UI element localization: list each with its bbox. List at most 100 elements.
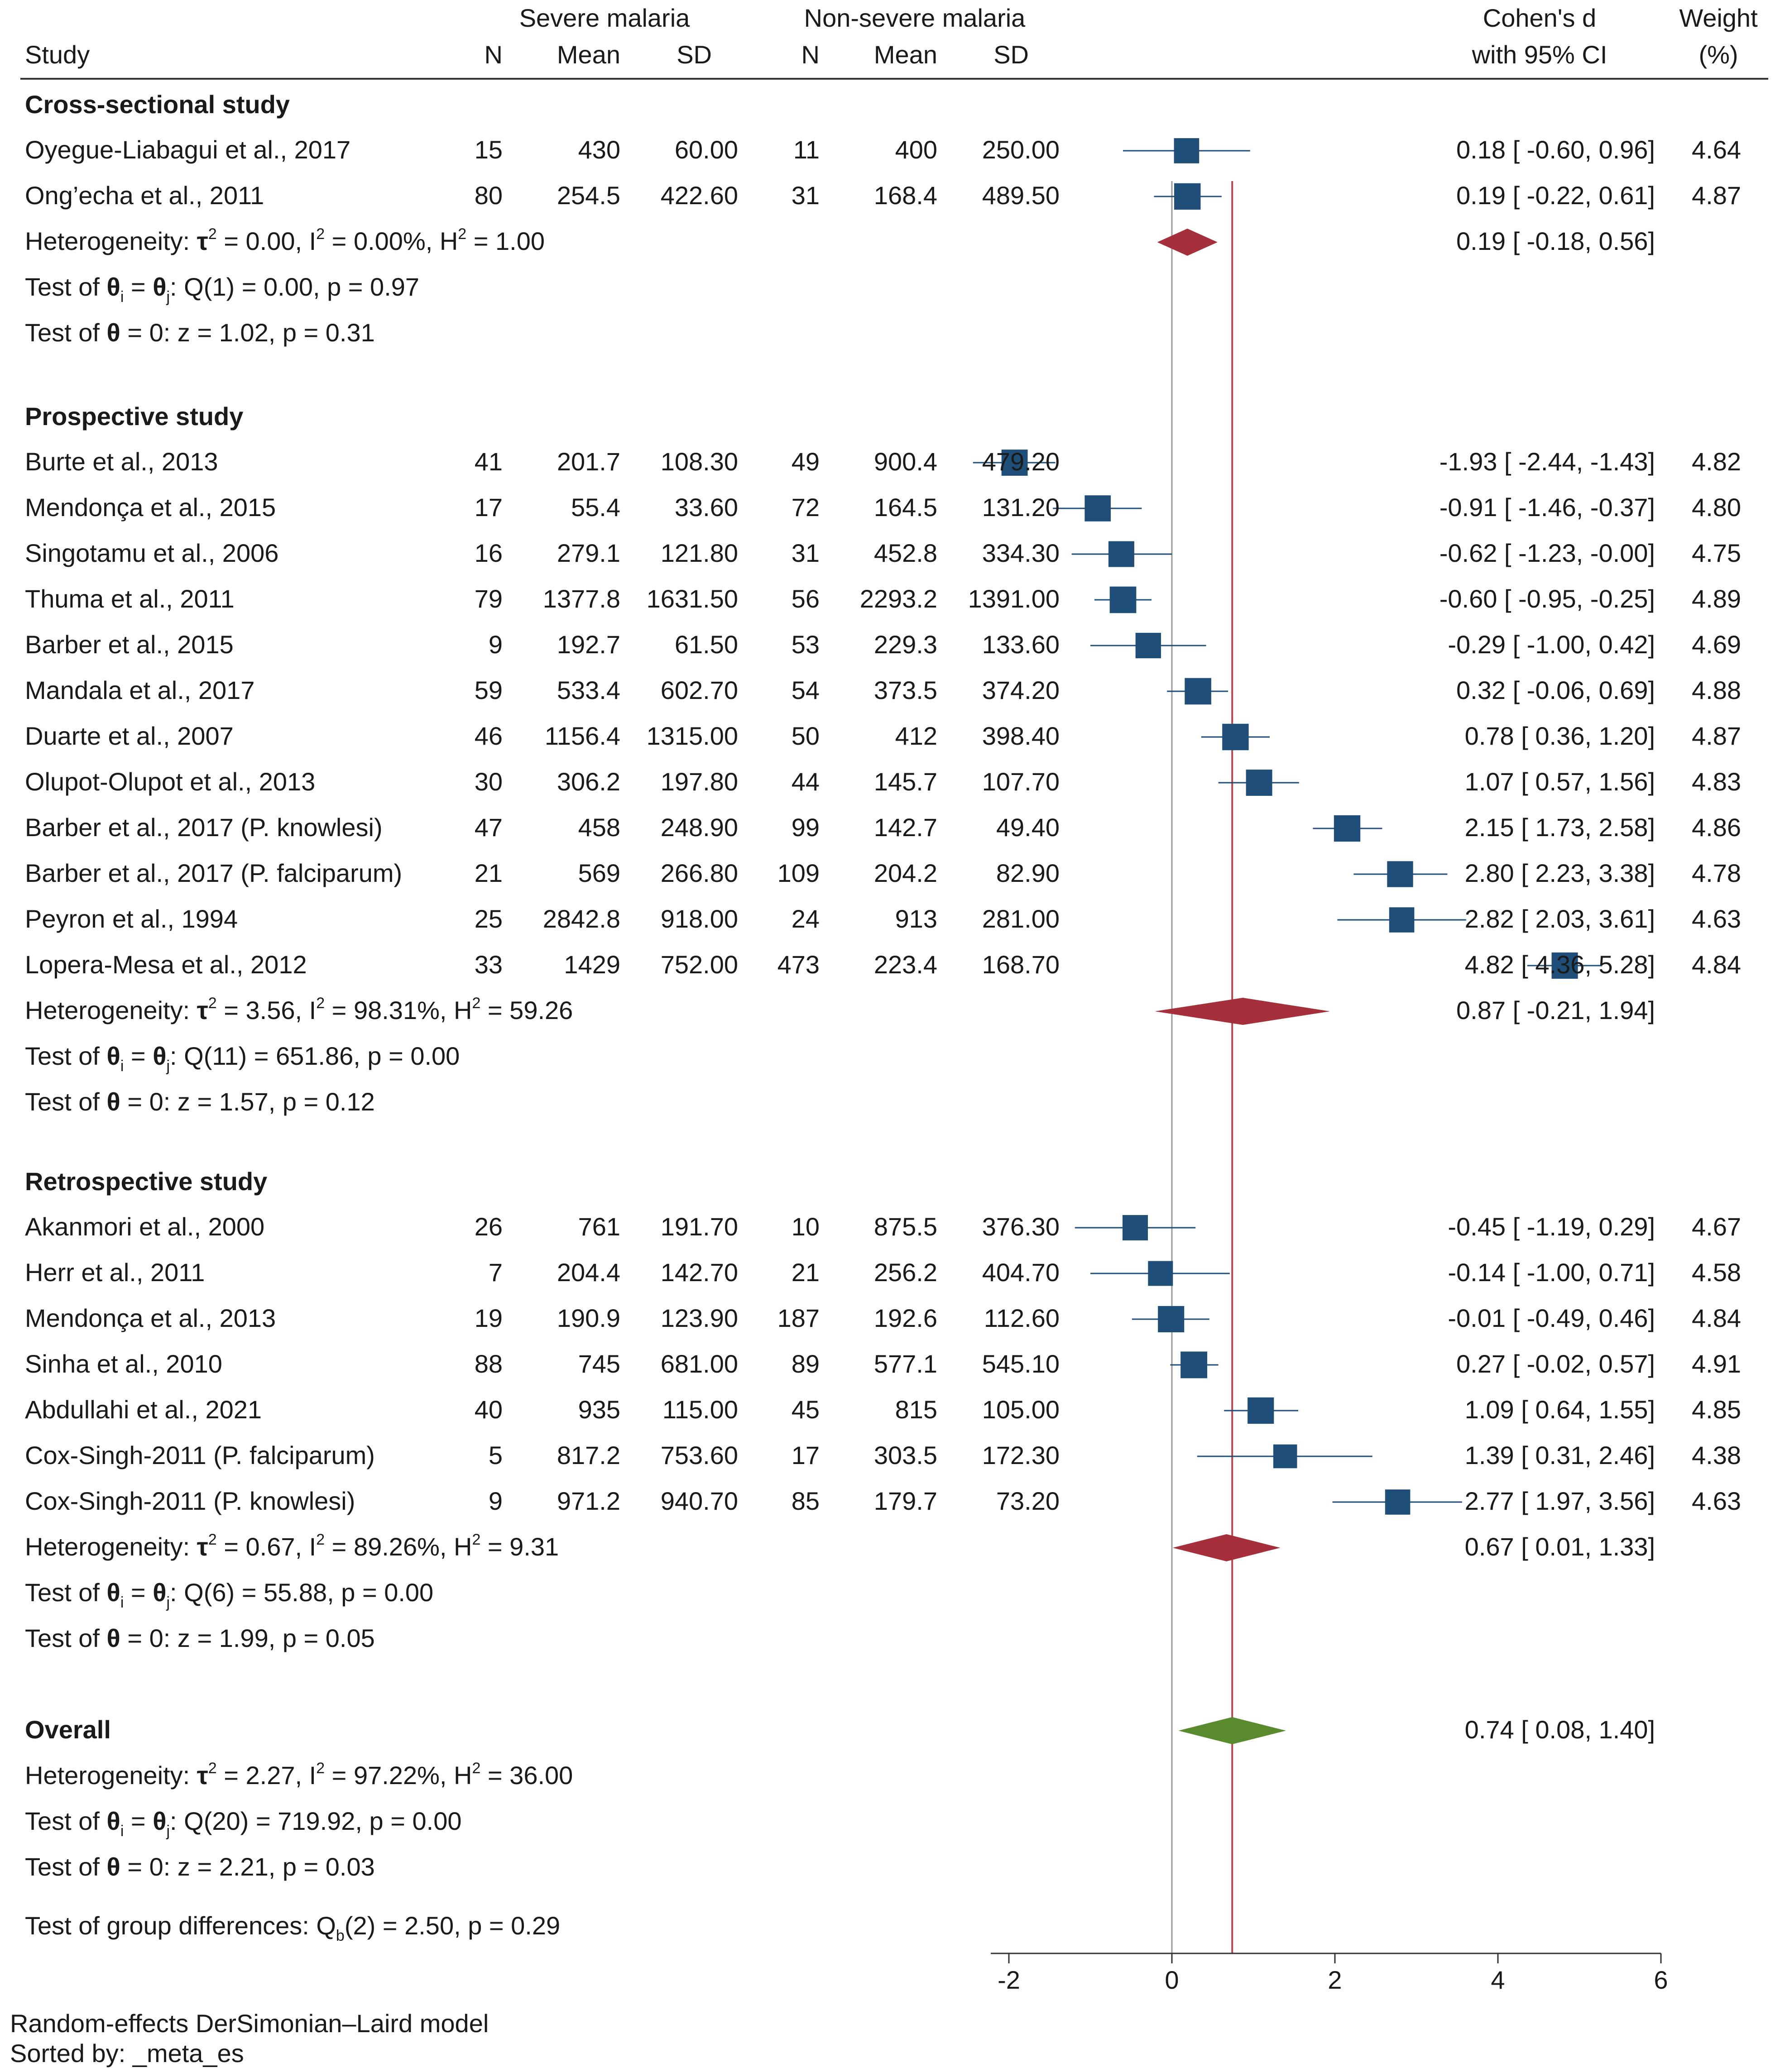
- mean1-value: 533.4: [557, 676, 620, 704]
- sd1-value: 753.60: [660, 1441, 738, 1469]
- mean2-value: 204.2: [873, 859, 937, 887]
- effect-square: [1389, 907, 1415, 933]
- mean1-value: 1377.8: [542, 584, 620, 613]
- theta-symbol: θ: [106, 1624, 120, 1652]
- equals-sign: =: [124, 273, 153, 301]
- sd1-value: 752.00: [660, 950, 738, 979]
- sd2-value: 107.70: [982, 767, 1060, 796]
- mean1-value: 190.9: [557, 1304, 620, 1332]
- effect-ci-text: 2.15 [ 1.73, 2.58]: [1464, 813, 1655, 842]
- weight-value: 4.83: [1692, 767, 1741, 796]
- equals-sign: =: [124, 1807, 153, 1835]
- overall-heterogeneity-line: Heterogeneity: τ2 = 2.27, I2 = 97.22%, H…: [25, 1760, 573, 1794]
- pooled-ci-text: 0.87 [ -0.21, 1.94]: [1456, 996, 1655, 1024]
- effect-ci-text: -1.93 [ -2.44, -1.43]: [1439, 447, 1655, 476]
- test-prefix: Test of: [25, 1042, 107, 1070]
- sd1-value: 108.30: [660, 447, 738, 476]
- sd1-value: 123.90: [660, 1304, 738, 1332]
- sd2-value: 545.10: [982, 1349, 1060, 1378]
- study-name: Olupot-Olupot et al., 2013: [25, 767, 316, 796]
- mean1-value: 254.5: [557, 181, 620, 210]
- n1-value: 26: [474, 1212, 503, 1241]
- subgroup-diamond: [1172, 1534, 1281, 1561]
- study-name: Peyron et al., 1994: [25, 904, 238, 933]
- z-test-line: Test of θ = 0: z = 1.02, p = 0.31: [25, 318, 375, 347]
- mean1-value: 430: [578, 135, 620, 164]
- effect-square: [1551, 952, 1578, 979]
- sd1-value: 248.90: [660, 813, 738, 842]
- sd2-value: 82.90: [996, 859, 1060, 887]
- n1-value: 5: [488, 1441, 503, 1469]
- sd1-value: 142.70: [660, 1258, 738, 1287]
- sd2-value: 479.20: [982, 447, 1060, 476]
- z-test-line: Test of θ = 0: z = 1.99, p = 0.05: [25, 1624, 375, 1653]
- sd1-value: 197.80: [660, 767, 738, 796]
- h2-value: = 59.26: [480, 996, 573, 1024]
- i2-exponent: 2: [316, 1760, 325, 1777]
- study-name: Sinha et al., 2010: [25, 1349, 222, 1378]
- effect-square: [1148, 1261, 1173, 1286]
- mean1-value: 201.7: [557, 447, 620, 476]
- study-name: Abdullahi et al., 2021: [25, 1395, 262, 1424]
- n2-value: 45: [791, 1395, 820, 1424]
- test-prefix: Test of: [25, 1852, 107, 1881]
- effect-square: [1174, 138, 1200, 163]
- weight-value: 4.58: [1692, 1258, 1741, 1287]
- weight-value: 4.67: [1692, 1212, 1741, 1241]
- footer-sort: Sorted by: _meta_es: [10, 2039, 244, 2067]
- theta-symbol: θ: [153, 1807, 167, 1835]
- test-prefix: Test of: [25, 1578, 107, 1607]
- subgroup-diamond: [1157, 229, 1218, 256]
- n2-value: 72: [791, 493, 820, 522]
- study-name: Cox-Singh-2011 (P. falciparum): [25, 1441, 375, 1469]
- n1-value: 19: [474, 1304, 503, 1332]
- weight-value: 4.82: [1692, 447, 1741, 476]
- effect-square: [1185, 678, 1211, 705]
- z-test-line: Test of θ = 0: z = 1.57, p = 0.12: [25, 1087, 375, 1116]
- study-name: Cox-Singh-2011 (P. knowlesi): [25, 1487, 355, 1515]
- effect-square: [1135, 632, 1161, 659]
- n2-value: 24: [791, 904, 820, 933]
- n1-value: 21: [474, 859, 503, 887]
- study-name: Mendonça et al., 2013: [25, 1304, 276, 1332]
- effect-ci-text: 0.27 [ -0.02, 0.57]: [1456, 1349, 1655, 1378]
- effect-ci-text: 4.82 [ 4.36, 5.28]: [1464, 950, 1655, 979]
- n2-value: 11: [793, 135, 820, 164]
- n1-value: 9: [488, 630, 503, 659]
- mean2-value: 223.4: [873, 950, 937, 979]
- overall-q-test-line: Test of θi = θj: Q(20) = 719.92, p = 0.0…: [25, 1807, 461, 1840]
- z-test-value: = 0: z = 1.02, p = 0.31: [120, 318, 375, 347]
- study-name: Ong’echa et al., 2011: [25, 181, 264, 210]
- mean1-value: 569: [578, 859, 620, 887]
- mean1-value: 1429: [564, 950, 620, 979]
- h2-value: = 1.00: [466, 227, 545, 255]
- header-effect-line1: Cohen's d: [1483, 4, 1597, 32]
- tau2-value: = 0.67, I: [216, 1532, 317, 1561]
- sd1-value: 121.80: [660, 539, 738, 567]
- effect-ci-text: -0.45 [ -1.19, 0.29]: [1448, 1212, 1655, 1241]
- heterogeneity-line: Heterogeneity: τ2 = 0.67, I2 = 89.26%, H…: [25, 1531, 559, 1565]
- footer-model: Random-effects DerSimonian–Laird model: [10, 2009, 489, 2038]
- effect-square: [1001, 450, 1028, 476]
- weight-value: 4.91: [1692, 1349, 1741, 1378]
- effect-ci-text: 1.09 [ 0.64, 1.55]: [1464, 1395, 1655, 1424]
- x-axis-tick-label: 0: [1165, 1966, 1179, 1994]
- mean1-value: 1156.4: [544, 722, 620, 750]
- effect-ci-text: -0.91 [ -1.46, -0.37]: [1439, 493, 1655, 522]
- sd1-value: 918.00: [660, 904, 738, 933]
- h2-value: = 9.31: [480, 1532, 559, 1561]
- theta-sub-i: i: [120, 1058, 124, 1075]
- i2-value: = 0.00%, H: [325, 227, 458, 255]
- weight-value: 4.86: [1692, 813, 1741, 842]
- effect-square: [1273, 1444, 1297, 1469]
- sd2-value: 168.70: [982, 950, 1060, 979]
- header-weight-line1: Weight: [1679, 4, 1758, 32]
- n2-value: 54: [791, 676, 820, 704]
- study-name: Duarte et al., 2007: [25, 722, 234, 750]
- n1-value: 33: [474, 950, 503, 979]
- mean1-value: 204.4: [557, 1258, 620, 1287]
- mean2-value: 229.3: [873, 630, 937, 659]
- effect-square: [1122, 1215, 1148, 1241]
- mean2-value: 815: [895, 1395, 937, 1424]
- mean1-value: 306.2: [557, 767, 620, 796]
